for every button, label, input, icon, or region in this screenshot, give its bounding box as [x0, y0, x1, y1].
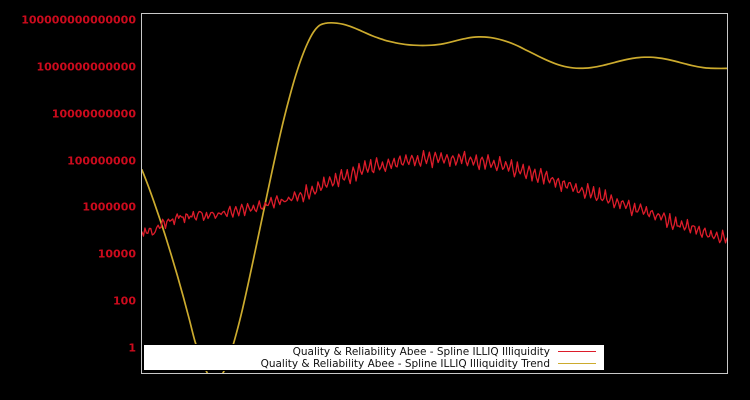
- y-axis-tick-label: 10000000000: [51, 107, 136, 121]
- legend-label-illiquidity: Quality & Reliability Abee - Spline ILLI…: [292, 345, 550, 358]
- legend-label-trend: Quality & Reliability Abee - Spline ILLI…: [260, 357, 550, 370]
- y-axis-tick-label: 10000: [97, 247, 136, 261]
- trend-line-path: [142, 21, 727, 373]
- legend-swatch-illiquidity: [558, 351, 596, 352]
- y-axis-tick-label: 1: [128, 341, 136, 355]
- y-axis-tick-label: 1000000: [82, 200, 136, 214]
- legend-swatch-trend: [558, 363, 596, 364]
- y-axis-tick-label: 100: [113, 294, 136, 308]
- y-axis-tick-label: 100000000: [67, 154, 136, 168]
- illiquidity-line-path: [142, 150, 727, 244]
- y-axis-tick-label: 100000000000000: [21, 13, 136, 27]
- plot-area-border: [141, 13, 728, 374]
- legend-item-illiquidity[interactable]: Quality & Reliability Abee - Spline ILLI…: [144, 346, 604, 358]
- y-axis-tick-label: 1000000000000: [36, 60, 137, 74]
- legend-item-trend[interactable]: Quality & Reliability Abee - Spline ILLI…: [144, 358, 604, 370]
- chart-legend[interactable]: Quality & Reliability Abee - Spline ILLI…: [143, 344, 605, 371]
